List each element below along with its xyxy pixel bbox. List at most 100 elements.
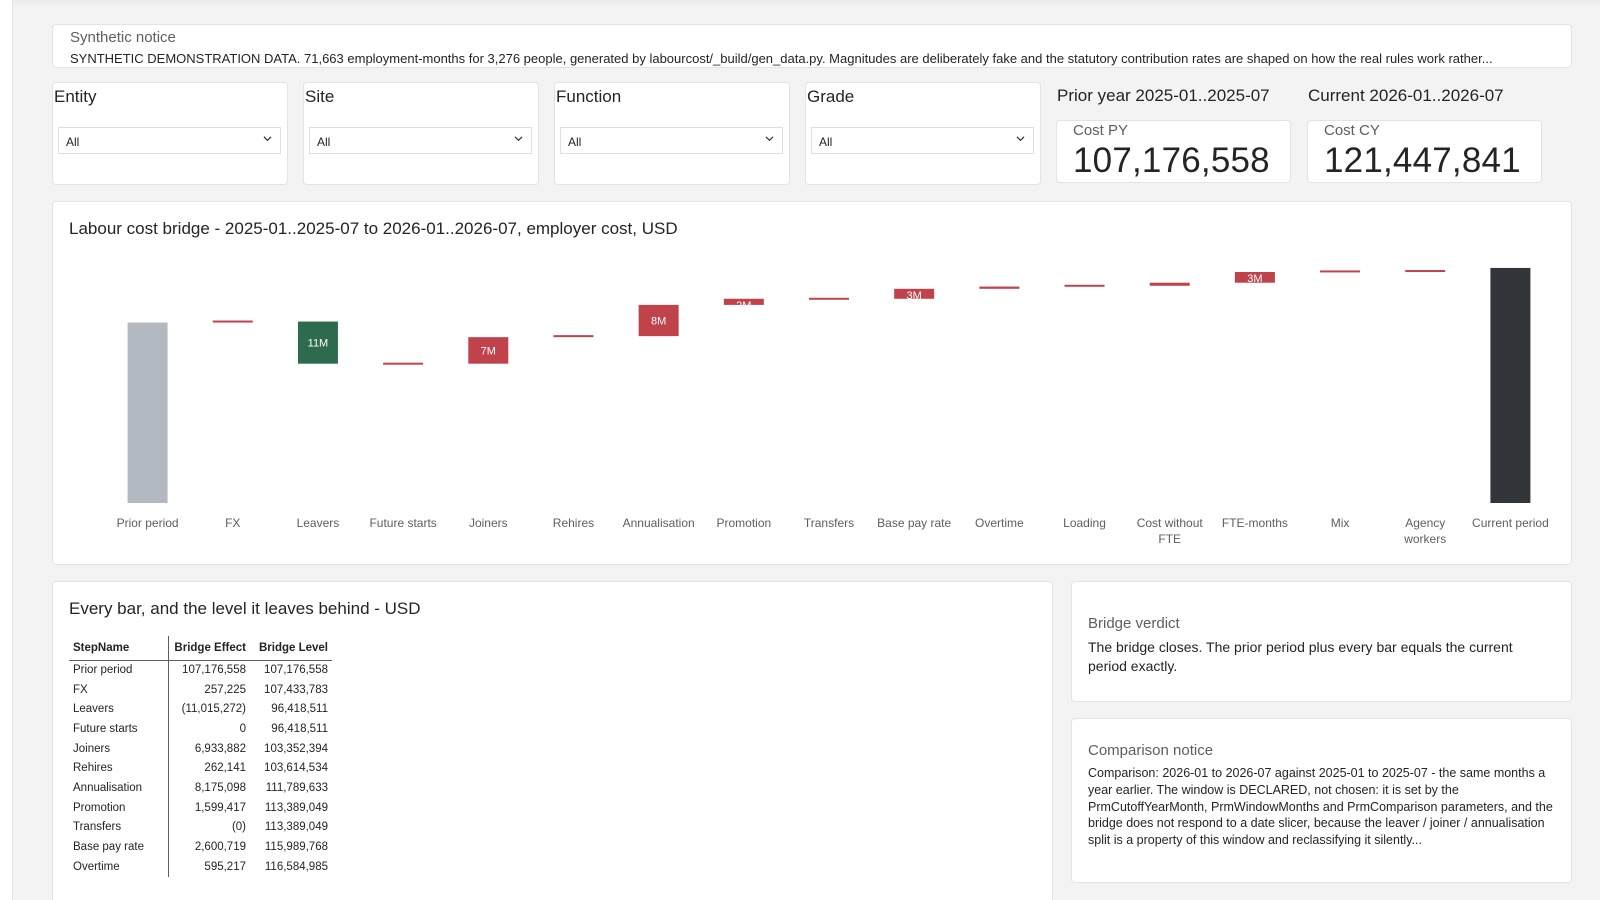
grade-dropdown[interactable]: All xyxy=(811,127,1034,154)
category-label: Overtime xyxy=(975,516,1024,530)
bar-joiners[interactable] xyxy=(468,337,509,364)
data-label: 3M xyxy=(1247,273,1262,285)
verdict-body: The bridge closes. The prior period plus… xyxy=(1088,639,1513,674)
dropdown-value: All xyxy=(568,135,582,149)
cell-bridge-effect: 262,141 xyxy=(204,762,246,775)
table-row: Base pay rate 2,600,719 115,989,768 xyxy=(69,837,332,857)
bar-future-starts[interactable] xyxy=(383,362,424,365)
cell-stepname: Overtime xyxy=(69,856,169,877)
bar-loading[interactable] xyxy=(1064,284,1105,287)
kpi-title: Current 2026-01..2026-07 xyxy=(1308,86,1504,105)
category-label: workers xyxy=(1403,532,1446,546)
slicer-entity: Entity All xyxy=(52,82,288,185)
table-row: Leavers (11,015,272) 96,418,511 xyxy=(69,699,332,720)
chevron-down-icon xyxy=(1016,136,1025,142)
dropdown-value: All xyxy=(317,135,331,149)
cell-bridge-level: 107,433,783 xyxy=(264,683,328,696)
table-row: Transfers (0) 113,389,049 xyxy=(69,817,332,838)
cell-bridge-level: 103,614,534 xyxy=(264,762,328,775)
bar-fx[interactable] xyxy=(212,320,253,323)
kpi-prior-year: Prior year 2025-01..2025-07 Cost PY 107,… xyxy=(1056,82,1291,185)
bridge-table-card: Every bar, and the level it leaves behin… xyxy=(52,581,1053,900)
category-label: Current period xyxy=(1472,516,1549,530)
bridge-verdict-card: Bridge verdict The bridge closes. The pr… xyxy=(1071,581,1572,702)
verdict-title: Bridge verdict xyxy=(1088,615,1180,632)
table-header-row: StepName Bridge Effect Bridge Level xyxy=(69,636,332,661)
bar-current-period[interactable] xyxy=(1490,267,1531,503)
bar-agency-workers[interactable] xyxy=(1405,270,1446,273)
cell-bridge-effect: 2,600,719 xyxy=(194,841,246,854)
category-label: Future starts xyxy=(369,516,436,530)
cell-bridge-level: 103,352,394 xyxy=(264,742,328,755)
kpi-title: Prior year 2025-01..2025-07 xyxy=(1057,86,1270,105)
cell-bridge-level: 96,418,511 xyxy=(271,722,328,735)
comparison-body: Comparison: 2026-01 to 2026-07 against 2… xyxy=(1088,766,1553,848)
category-label: FTE-months xyxy=(1222,516,1288,530)
category-label: Agency xyxy=(1405,516,1445,530)
cell-bridge-level: 116,584,985 xyxy=(264,860,328,873)
col-header-stepname[interactable]: StepName xyxy=(69,636,169,661)
bar-prior-period[interactable] xyxy=(127,322,168,503)
comparison-notice-card: Comparison notice Comparison: 2026-01 to… xyxy=(1071,718,1572,883)
table-row: FX 257,225 107,433,783 xyxy=(69,679,332,700)
category-label: Prior period xyxy=(117,516,179,530)
bar-leavers[interactable] xyxy=(297,321,338,364)
cell-stepname: Base pay rate xyxy=(69,837,169,857)
kpi-label: Cost CY xyxy=(1324,122,1380,139)
chart-title: Labour cost bridge - 2025-01..2025-07 to… xyxy=(69,219,678,238)
bridge-table: StepName Bridge Effect Bridge Level Prio… xyxy=(69,636,332,877)
cell-bridge-level: 113,389,049 xyxy=(264,801,328,814)
bar-mix[interactable] xyxy=(1320,270,1361,273)
data-label: 3M xyxy=(907,290,922,302)
cell-stepname: Leavers xyxy=(69,699,169,720)
kpi-value: 107,176,558 xyxy=(1073,141,1270,180)
cell-bridge-effect: 1,599,417 xyxy=(194,801,246,814)
kpi-label: Cost PY xyxy=(1073,122,1129,139)
bar-overtime[interactable] xyxy=(979,286,1020,289)
category-label: Base pay rate xyxy=(877,516,951,530)
top-edge xyxy=(0,0,1600,6)
bar-cost-without-fte[interactable] xyxy=(1149,282,1190,286)
slicer-function: Function All xyxy=(554,82,790,185)
chevron-down-icon xyxy=(765,136,774,142)
bridge-chart: Prior period FX 11M Leavers Future starts 7M J… xyxy=(117,267,1549,546)
notice-body: SYNTHETIC DEMONSTRATION DATA. 71,663 emp… xyxy=(70,51,1493,66)
category-label: Joiners xyxy=(469,516,508,530)
category-label: Mix xyxy=(1331,516,1350,530)
bar-fte-months[interactable] xyxy=(1234,272,1275,283)
category-label: Transfers xyxy=(804,516,854,530)
dropdown-value: All xyxy=(66,135,80,149)
entity-dropdown[interactable]: All xyxy=(58,127,281,154)
cell-bridge-effect: (11,015,272) xyxy=(181,703,246,716)
bar-transfers[interactable] xyxy=(809,297,849,300)
cell-bridge-effect: 0 xyxy=(239,722,246,735)
cell-stepname: Promotion xyxy=(69,797,169,818)
bar-rehires[interactable] xyxy=(553,335,594,338)
table-row: Annualisation 8,175,098 111,789,633 xyxy=(69,778,332,798)
col-header-bridge-effect[interactable]: Bridge Effect xyxy=(168,636,250,661)
data-label: 7M xyxy=(481,345,496,357)
data-label: 11M xyxy=(308,338,329,350)
cell-bridge-level: 96,418,511 xyxy=(271,703,328,716)
category-label: Annualisation xyxy=(623,516,695,530)
notice-title: Synthetic notice xyxy=(70,29,176,46)
category-label: Loading xyxy=(1063,516,1106,530)
cell-bridge-effect: 6,933,882 xyxy=(194,742,246,755)
function-dropdown[interactable]: All xyxy=(560,127,783,154)
cell-bridge-effect: 8,175,098 xyxy=(194,781,246,794)
cell-stepname: FX xyxy=(69,679,169,700)
category-label: FTE xyxy=(1158,532,1181,546)
slicer-title: Site xyxy=(305,87,335,106)
site-dropdown[interactable]: All xyxy=(309,127,532,154)
data-label: 8M xyxy=(651,316,666,328)
col-header-bridge-level[interactable]: Bridge Level xyxy=(250,636,332,661)
bar-promotion[interactable] xyxy=(723,298,764,305)
bar-base-pay-rate[interactable] xyxy=(894,288,935,299)
cell-bridge-effect: (0) xyxy=(231,821,246,834)
bar-annualisation[interactable] xyxy=(638,304,679,337)
kpi-value: 121,447,841 xyxy=(1324,141,1521,180)
category-label: Leavers xyxy=(297,516,340,530)
category-label: Rehires xyxy=(553,516,594,530)
cell-stepname: Rehires xyxy=(69,758,169,779)
slicer-title: Grade xyxy=(807,87,855,106)
